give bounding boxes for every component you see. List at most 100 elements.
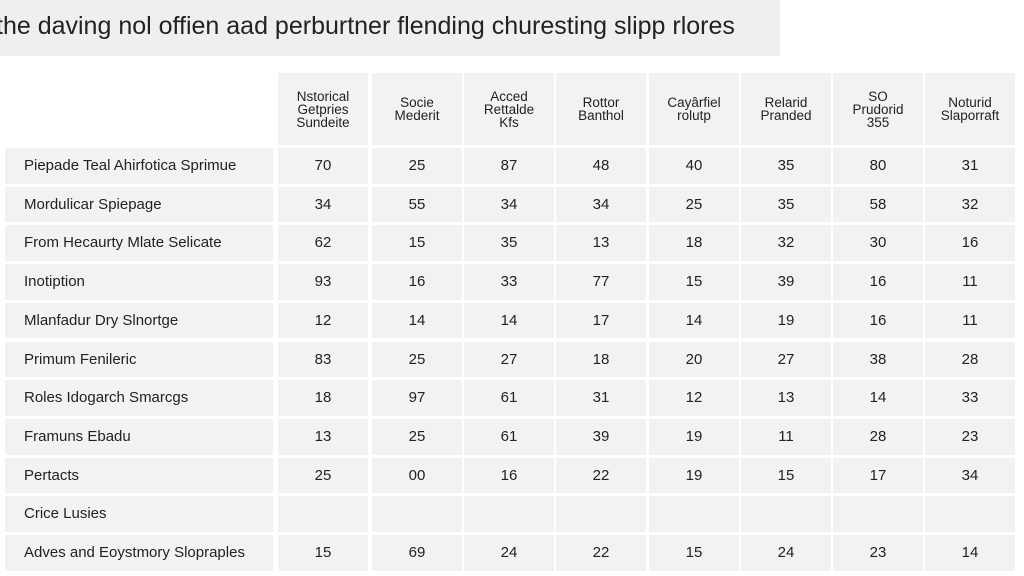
header-line: Acced (490, 88, 528, 104)
cell-value: 13 (592, 234, 610, 252)
cell-value: 23 (869, 544, 887, 561)
cell-bg (741, 225, 831, 262)
header-line: Sundeite (296, 114, 350, 130)
cell-bg (278, 186, 368, 223)
cell-value: 23 (961, 427, 979, 445)
cell-bg (372, 302, 462, 339)
cell-bg (649, 418, 739, 455)
cell-bg (556, 418, 646, 455)
cell-bg (278, 380, 368, 416)
cell-value: 15 (685, 273, 703, 291)
row-label: Primum Fenileric (24, 350, 137, 368)
cell-bg (278, 496, 368, 532)
cell-bg (741, 186, 831, 223)
cell-bg (833, 186, 923, 223)
header-line: Slaporraft (940, 108, 1000, 123)
title: the daving nol offien aad perburtner fle… (0, 12, 735, 40)
cell-bg (925, 148, 1015, 184)
header-cell-bg (372, 73, 462, 145)
header-line: rolutp (677, 108, 711, 123)
cell-bg (372, 418, 462, 455)
cell-bg (278, 457, 368, 494)
cell-bg (649, 496, 739, 532)
cell-value: 34 (314, 195, 332, 213)
cell-bg (741, 496, 831, 532)
cell-bg (556, 341, 646, 378)
header-cell-bg (556, 73, 646, 145)
cell-value: 22 (592, 544, 610, 561)
cell-value: 40 (685, 157, 703, 174)
cell-value: 70 (314, 157, 332, 174)
cell-bg (278, 302, 368, 339)
cell-value: 27 (777, 350, 795, 368)
cell-value: 35 (500, 234, 518, 252)
row-label: Inotiption (24, 273, 85, 291)
row-label: Mlanfadur Dry Slnortge (24, 311, 179, 329)
cell-value: 25 (314, 466, 332, 484)
cell-value: 34 (961, 466, 979, 484)
cell-bg (278, 225, 368, 262)
cell-bg (464, 186, 554, 223)
cell-bg (556, 380, 646, 416)
cell-value: 14 (961, 544, 979, 561)
cell-bg (741, 380, 831, 416)
cell-value: 39 (592, 427, 610, 445)
header-line: Noturid (948, 95, 992, 110)
cell-value: 35 (777, 195, 795, 213)
cell-value: 17 (592, 311, 610, 329)
header-cell-bg (741, 73, 831, 145)
cell-bg (278, 418, 368, 455)
cell-bg (556, 225, 646, 262)
row-label: Pertacts (24, 466, 80, 484)
cell-value: 25 (685, 195, 703, 213)
row-label-bg (5, 457, 273, 494)
cell-bg (833, 457, 923, 494)
header-cell-bg (925, 73, 1015, 145)
cell-bg (833, 264, 923, 300)
cell-value: 25 (408, 157, 426, 174)
cell-bg (372, 535, 462, 571)
cell-value: 28 (961, 350, 979, 368)
row-label-bg (5, 225, 273, 262)
cell-bg (833, 225, 923, 262)
cell-bg (556, 496, 646, 532)
cell-bg (833, 341, 923, 378)
title-bar: the daving nol offien aad perburtner fle… (0, 0, 780, 56)
header-line: Rottor (582, 95, 620, 110)
header-line: Relarid (764, 95, 808, 110)
cell-bg (372, 148, 462, 184)
cell-bg (741, 341, 831, 378)
cell-bg (464, 264, 554, 300)
cell-value: 16 (500, 466, 518, 484)
cell-bg (464, 535, 554, 571)
cell-value: 19 (777, 311, 795, 329)
cell-value: 27 (500, 350, 518, 368)
cell-bg (741, 148, 831, 184)
cell-bg (925, 225, 1015, 262)
cell-bg (464, 225, 554, 262)
cell-value: 14 (500, 311, 518, 329)
cell-bg (833, 535, 923, 571)
cell-bg (925, 186, 1015, 223)
cell-value: 24 (500, 544, 518, 561)
cell-bg (464, 148, 554, 184)
row-label-bg (5, 302, 273, 339)
cell-bg (925, 418, 1015, 455)
row-label: From Hecaurty Mlate Selicate (24, 234, 222, 252)
cell-bg (556, 264, 646, 300)
header-cell-bg (649, 73, 739, 145)
cell-value: 12 (685, 389, 703, 407)
row-label: Mordulicar Spiepage (24, 195, 162, 213)
row-label-bg (5, 341, 273, 378)
cell-bg (556, 186, 646, 223)
cell-bg (464, 380, 554, 416)
row-label-bg (5, 186, 273, 223)
cell-value: 24 (777, 544, 795, 561)
cell-value: 16 (869, 273, 887, 291)
cell-value: 25 (408, 350, 426, 368)
header-cell-bg (833, 73, 923, 145)
cell-bg (372, 225, 462, 262)
cell-bg (649, 302, 739, 339)
cell-bg (741, 302, 831, 339)
cell-value: 80 (869, 157, 887, 174)
